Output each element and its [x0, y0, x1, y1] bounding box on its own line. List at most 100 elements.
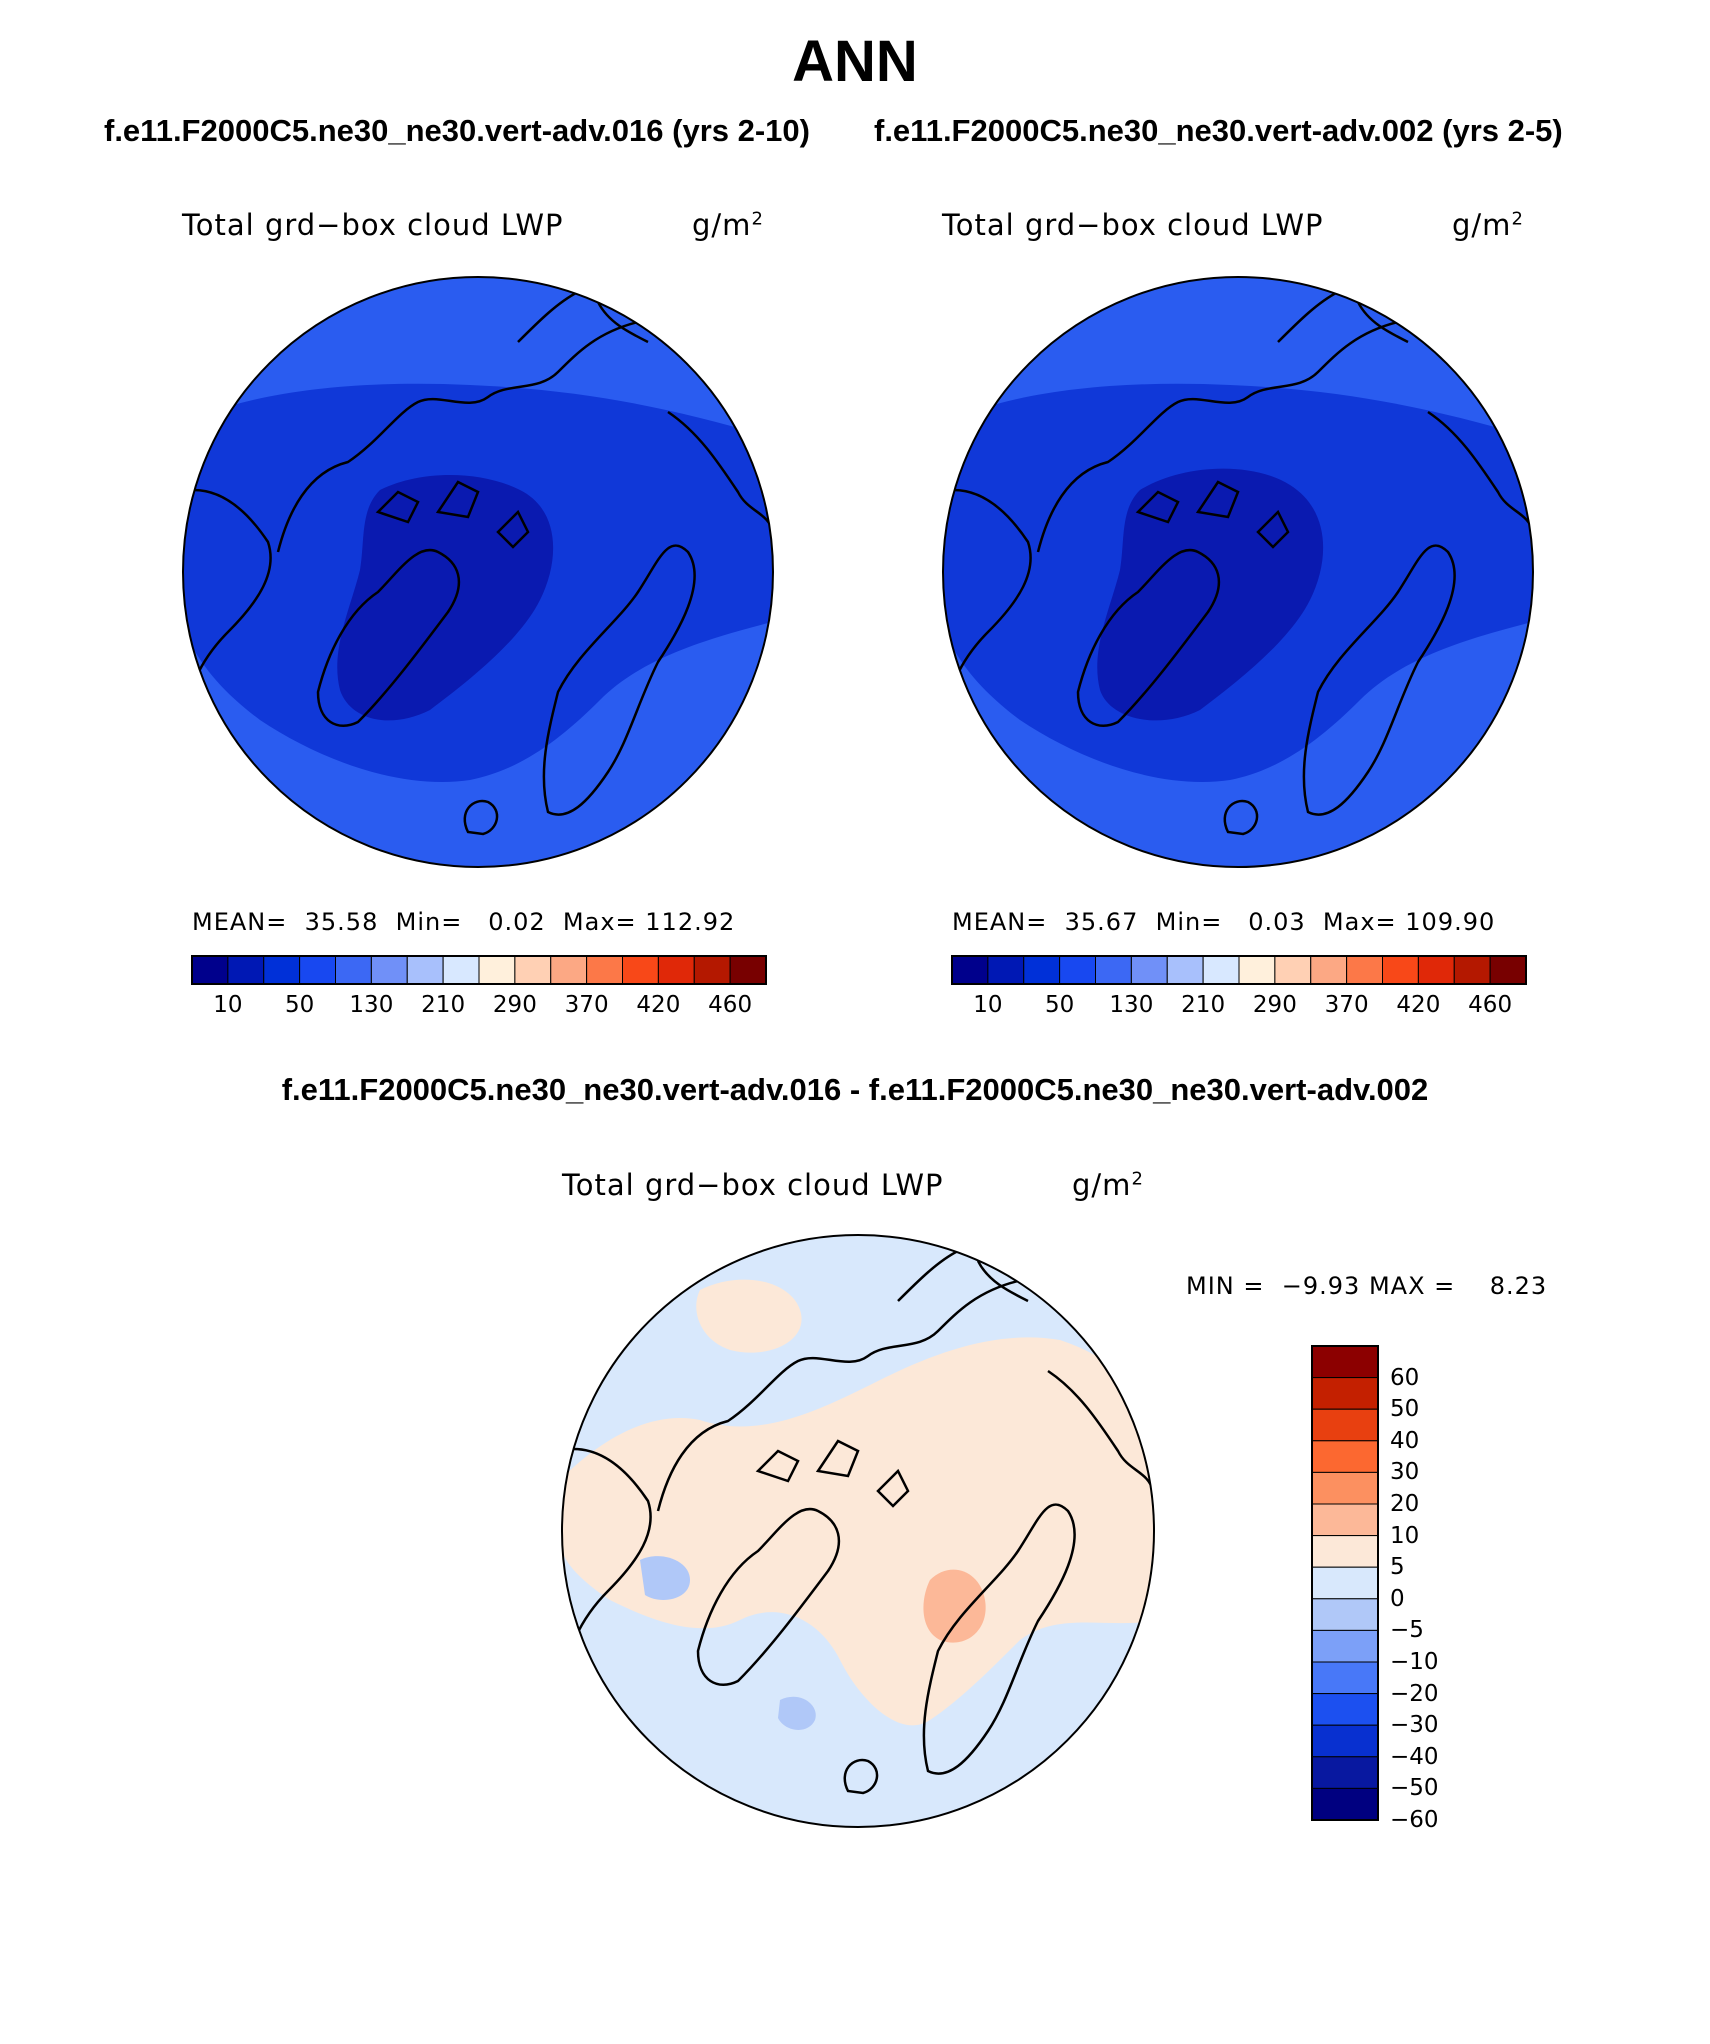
colorbar-right: [951, 955, 1527, 985]
plot-title-left: Total grd−box cloud LWP: [182, 208, 564, 242]
colorbar-swatch: [1311, 1440, 1379, 1473]
colorbar-tick-label: 210: [421, 992, 466, 1018]
colorbar-tick-label: 50: [284, 992, 315, 1018]
colorbar-tick-label: 460: [1468, 992, 1513, 1018]
min-value: 0.03: [1248, 908, 1306, 936]
colorbar-swatch: [951, 955, 989, 985]
units-right: g/m2: [1452, 208, 1524, 242]
colorbar-left: [191, 955, 767, 985]
page-title: ANN: [792, 29, 918, 94]
colorbar-frame: [951, 955, 1527, 985]
colorbar-swatch: [263, 955, 301, 985]
colorbar-swatch: [1311, 1503, 1379, 1537]
colorbar-swatch: [1346, 955, 1383, 985]
colorbar-swatch: [657, 955, 695, 985]
colorbar-swatch: [406, 955, 444, 985]
negative-anomaly-core: [640, 1556, 690, 1600]
colorbar-swatch: [987, 955, 1025, 985]
colorbar-swatch: [1202, 955, 1240, 985]
colorbar-swatch: [1059, 955, 1096, 985]
colorbar-swatch: [227, 955, 265, 985]
colorbar-diff: [1311, 1345, 1379, 1821]
positive-anomaly-region: [562, 1337, 1154, 1726]
plot-title-diff: Total grd−box cloud LWP: [562, 1168, 944, 1202]
min-label: MIN =: [1186, 1272, 1265, 1300]
mean-label: MEAN=: [952, 908, 1048, 936]
colorbar-tick-label: −20: [1390, 1680, 1439, 1707]
max-value: 8.23: [1489, 1272, 1548, 1300]
map-border-left: [182, 276, 774, 868]
colorbar-tick-label: 50: [1390, 1396, 1420, 1423]
colorbar-tick-label: 10: [213, 992, 243, 1018]
units-left: g/m2: [692, 208, 764, 242]
min-value: 0.02: [488, 908, 546, 936]
units-diff: g/m2: [1072, 1168, 1144, 1202]
colorbar-tick-label: 0: [1390, 1585, 1405, 1612]
colorbar-swatch: [1311, 1756, 1379, 1789]
colorbar-tick-label: 40: [1390, 1427, 1420, 1454]
colorbar-swatch: [191, 955, 229, 985]
colorbar-swatch: [1310, 955, 1348, 985]
min-label: Min=: [395, 908, 463, 936]
plot-title-right: Total grd−box cloud LWP: [942, 208, 1324, 242]
max-label: MAX =: [1368, 1272, 1456, 1300]
colorbar-tick-label: −30: [1390, 1712, 1439, 1739]
max-value: 109.90: [1405, 908, 1496, 936]
colorbar-swatch: [729, 955, 767, 985]
colorbar-swatch: [622, 955, 659, 985]
map-left: [183, 277, 773, 867]
colorbar-swatch: [1311, 1471, 1379, 1505]
colorbar-swatch: [299, 955, 336, 985]
colorbar-swatch: [550, 955, 588, 985]
colorbar-tick-label: 370: [564, 992, 609, 1018]
colorbar-swatch: [1311, 1598, 1379, 1631]
stats-diff: MIN = −9.93 MAX = 8.23: [1186, 1272, 1547, 1300]
max-label: Max=: [562, 908, 637, 936]
colorbar-swatch: [514, 955, 552, 985]
colorbar-swatch: [1130, 955, 1168, 985]
colorbar-tick-label: 130: [1109, 992, 1154, 1018]
map-border-right: [942, 276, 1534, 868]
colorbar-tick-label: 420: [636, 992, 681, 1018]
colorbar-tick-label: −50: [1390, 1775, 1439, 1802]
colorbar-frame: [1311, 1345, 1379, 1821]
colorbar-tick-label: 60: [1390, 1364, 1420, 1391]
colorbar-tick-label: 130: [349, 992, 394, 1018]
colorbar-swatch: [478, 955, 516, 985]
map-right: [943, 277, 1533, 867]
colorbar-swatch: [1166, 955, 1204, 985]
colorbar-tick-label: 210: [1181, 992, 1226, 1018]
colorbar-swatch: [1417, 955, 1455, 985]
colorbar-swatch: [1311, 1377, 1379, 1410]
colorbar-swatch: [1095, 955, 1132, 985]
colorbar-tick-label: −10: [1390, 1649, 1439, 1675]
case-title-left: f.e11.F2000C5.ne30_ne30.vert-adv.016 (yr…: [104, 113, 810, 148]
colorbar-tick-label: 420: [1396, 992, 1441, 1018]
colorbar-swatch: [586, 955, 623, 985]
colorbar-swatch: [693, 955, 731, 985]
colorbar-swatch: [1311, 1693, 1379, 1726]
stats-left: MEAN= 35.58 Min= 0.02 Max= 112.92: [192, 908, 735, 936]
colorbar-swatch: [1489, 955, 1527, 985]
units-text: g/m: [1452, 208, 1512, 242]
colorbar-tick-label: 30: [1390, 1459, 1420, 1486]
positive-anomaly-core: [923, 1569, 986, 1643]
colorbar-swatch: [1311, 1629, 1379, 1663]
colorbar-swatch: [1311, 1566, 1379, 1600]
colorbar-swatch: [1382, 955, 1419, 985]
map-dark-region: [1097, 468, 1324, 721]
colorbar-swatch: [370, 955, 408, 985]
colorbar-tick-label: −60: [1390, 1807, 1439, 1833]
colorbar-swatch: [1311, 1345, 1379, 1379]
colorbar-tick-label: 10: [1390, 1522, 1420, 1549]
colorbar-tick-label: 370: [1324, 992, 1369, 1018]
units-superscript: 2: [751, 208, 764, 230]
colorbar-swatch: [1311, 1661, 1379, 1695]
colorbar-swatch: [1274, 955, 1312, 985]
colorbar-swatch: [1023, 955, 1061, 985]
mean-value: 35.67: [1064, 908, 1139, 936]
map-dark-region: [337, 475, 554, 721]
mean-label: MEAN=: [192, 908, 288, 936]
positive-anomaly-region: [696, 1279, 802, 1353]
min-label: Min=: [1155, 908, 1223, 936]
